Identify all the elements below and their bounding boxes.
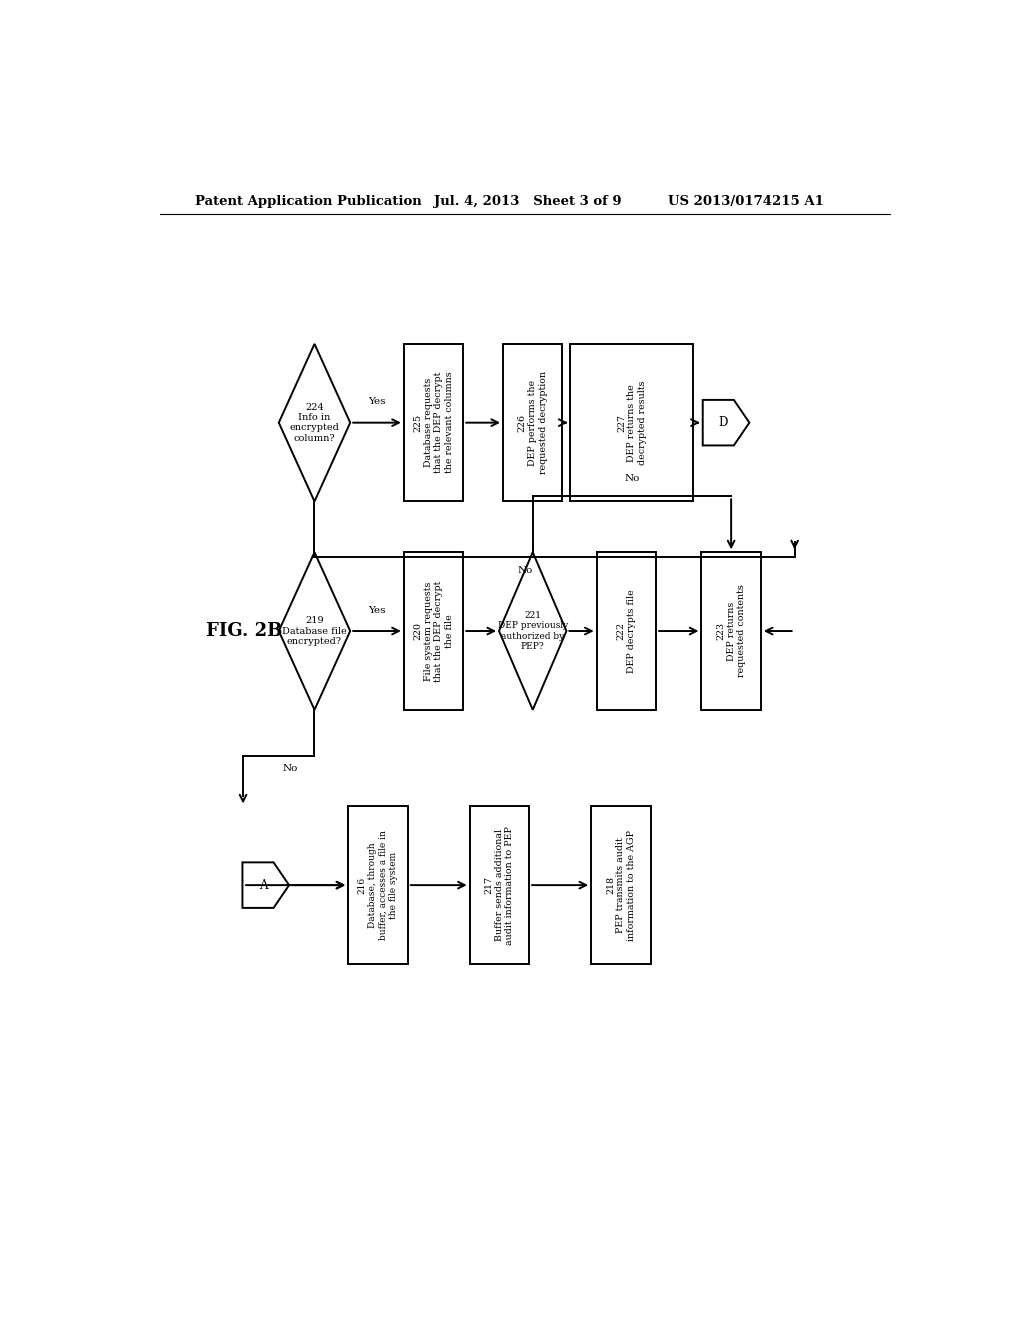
Text: 226
DEP performs the
requested decryption: 226 DEP performs the requested decryptio…	[518, 371, 548, 474]
Text: 222
DEP decrypts file: 222 DEP decrypts file	[616, 589, 636, 673]
Bar	[403, 345, 463, 502]
Text: 216
Database, through
buffer, accesses a file in
the file system: 216 Database, through buffer, accesses a…	[357, 830, 398, 940]
Bar	[701, 552, 761, 710]
Text: 227
DEP returns the
decrypted results: 227 DEP returns the decrypted results	[617, 380, 647, 465]
Text: Yes: Yes	[369, 606, 386, 615]
Text: Jul. 4, 2013   Sheet 3 of 9: Jul. 4, 2013 Sheet 3 of 9	[433, 194, 622, 207]
Text: A: A	[259, 879, 267, 891]
Text: 219
Database file
encrypted?: 219 Database file encrypted?	[283, 616, 347, 645]
Text: D: D	[719, 416, 728, 429]
Bar	[470, 807, 529, 964]
Text: No: No	[625, 474, 640, 483]
Text: 225
Database requests
that the DEP decrypt
the relevant columns: 225 Database requests that the DEP decry…	[414, 372, 454, 474]
Text: 224
Info in
encrypted
column?: 224 Info in encrypted column?	[290, 403, 339, 442]
Bar	[348, 807, 408, 964]
Bar	[403, 552, 463, 710]
Bar	[591, 807, 650, 964]
Text: No: No	[517, 565, 532, 574]
Bar	[597, 552, 656, 710]
Text: 217
Buffer sends additional
audit information to PEP: 217 Buffer sends additional audit inform…	[484, 826, 514, 945]
Text: FIG. 2B: FIG. 2B	[206, 622, 283, 640]
Text: US 2013/0174215 A1: US 2013/0174215 A1	[668, 194, 823, 207]
Bar	[503, 345, 562, 502]
Text: No: No	[283, 764, 298, 772]
Text: 218
PEP transmits audit
information to the AGP: 218 PEP transmits audit information to t…	[606, 830, 636, 941]
Bar	[570, 345, 693, 502]
Text: Yes: Yes	[369, 397, 386, 407]
Text: 223
DEP returns
requested contents: 223 DEP returns requested contents	[716, 585, 746, 677]
Text: 220
File system requests
that the DEP decrypt
the file: 220 File system requests that the DEP de…	[414, 581, 454, 681]
Text: 221
DEP previously
authorized by
PEP?: 221 DEP previously authorized by PEP?	[498, 611, 568, 651]
Text: Patent Application Publication: Patent Application Publication	[196, 194, 422, 207]
